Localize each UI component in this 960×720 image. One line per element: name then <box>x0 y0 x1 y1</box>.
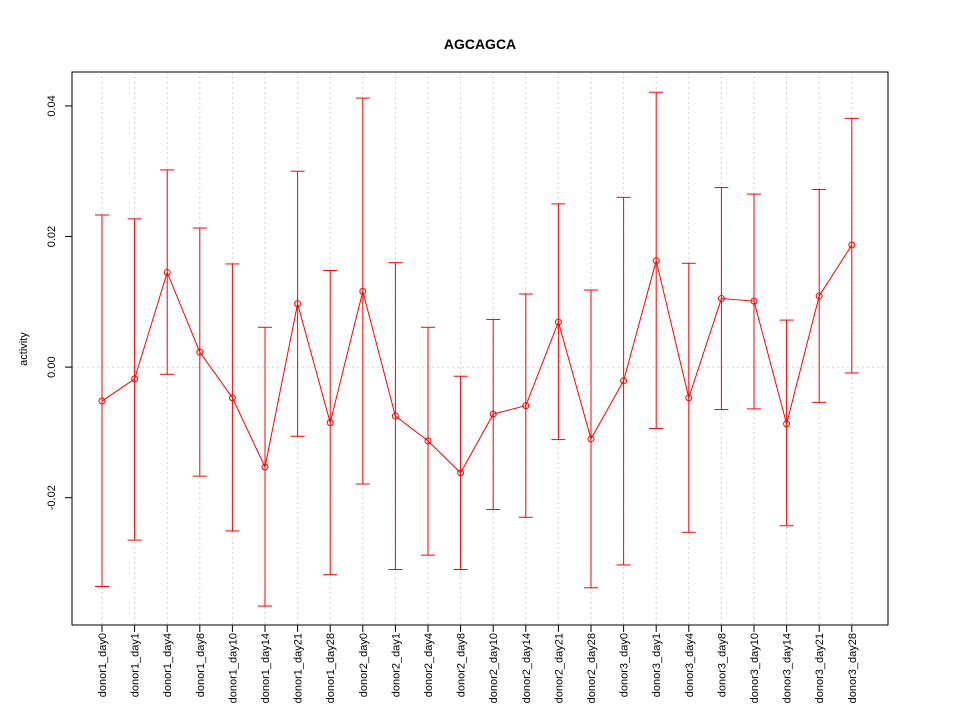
x-tick-label: donor2_day10 <box>488 633 500 703</box>
data-point <box>261 463 269 471</box>
y-axis-label: activity <box>18 332 30 366</box>
chart-title: AGCAGCA <box>444 36 516 52</box>
x-tick-label: donor1_day4 <box>162 633 174 697</box>
x-tick-label: donor1_day1 <box>130 633 142 697</box>
x-tick-label: donor1_day0 <box>97 633 109 697</box>
x-tick-label: donor2_day28 <box>586 633 598 703</box>
data-point <box>815 292 823 300</box>
x-tick-label: donor3_day1 <box>651 633 663 697</box>
x-tick-label: donor2_day14 <box>521 633 533 703</box>
axes: -0.02 0.00 0.02 0.04 donor1_day0 donor1_day1 d… <box>46 95 859 703</box>
data-point <box>98 397 106 405</box>
series-activity <box>95 91 859 607</box>
x-tick-label: donor1_day21 <box>293 633 305 703</box>
data-point <box>391 412 399 420</box>
data-point <box>750 297 758 305</box>
y-tick-label: 0.02 <box>46 226 58 247</box>
data-point <box>522 402 530 410</box>
series-line <box>101 244 853 474</box>
x-tick-label: donor3_day10 <box>749 633 761 703</box>
data-point <box>620 377 628 385</box>
x-tick-label: donor1_day8 <box>195 633 207 697</box>
x-tick-label: donor3_day21 <box>814 633 826 703</box>
x-tick-label: donor3_day4 <box>684 633 696 697</box>
x-tick-label: donor1_day10 <box>227 633 239 703</box>
data-point <box>424 437 432 445</box>
y-tick-label: 0.04 <box>46 95 58 116</box>
grid <box>72 72 888 625</box>
data-point <box>457 469 465 477</box>
y-tick-label: -0.02 <box>46 485 58 510</box>
x-tick-label: donor1_day14 <box>260 633 272 703</box>
data-point <box>848 241 856 249</box>
data-point <box>228 394 236 402</box>
data-point <box>587 435 595 443</box>
x-tick-label: donor2_day1 <box>390 633 402 697</box>
data-point <box>717 295 725 303</box>
x-tick-label: donor3_day28 <box>847 633 859 703</box>
data-point <box>326 419 334 427</box>
x-tick-label: donor2_day8 <box>456 633 468 697</box>
x-tick-label: donor2_day4 <box>423 633 435 697</box>
x-tick-label: donor2_day0 <box>358 633 370 697</box>
data-point <box>652 257 660 265</box>
plot-frame <box>71 71 889 626</box>
data-point <box>685 394 693 402</box>
data-point <box>783 420 791 428</box>
x-tick-label: donor1_day28 <box>325 633 337 703</box>
data-point <box>196 348 204 356</box>
x-tick-label: donor3_day14 <box>782 633 794 703</box>
data-point <box>489 410 497 418</box>
data-point <box>294 300 302 308</box>
data-point <box>359 287 367 295</box>
y-tick-label: 0.00 <box>46 356 58 377</box>
data-point <box>131 375 139 383</box>
x-tick-label: donor2_day21 <box>553 633 565 703</box>
x-tick-label: donor3_day8 <box>716 633 728 697</box>
data-point <box>163 268 171 276</box>
x-tick-label: donor3_day0 <box>619 633 631 697</box>
data-point <box>554 318 562 326</box>
